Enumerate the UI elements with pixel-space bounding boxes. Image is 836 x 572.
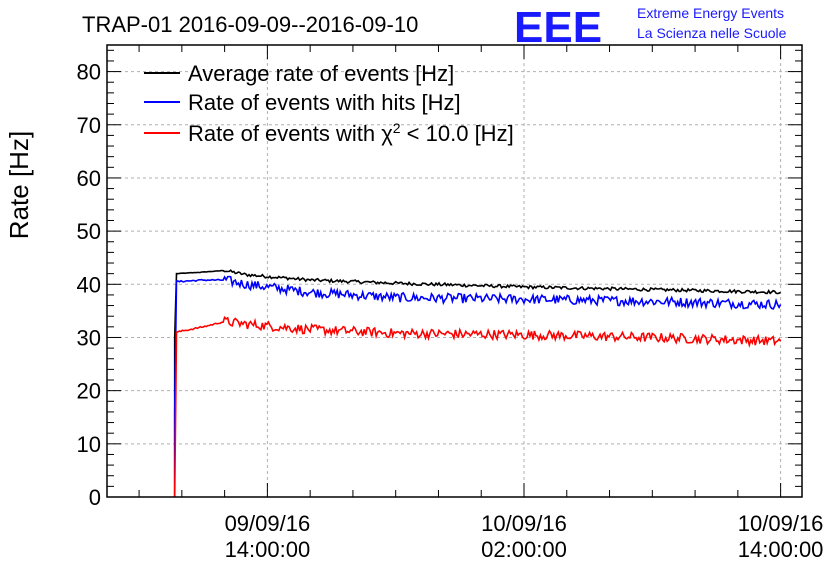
chart-title: TRAP-01 2016-09-09--2016-09-10 <box>82 12 418 37</box>
y-tick-label: 50 <box>77 219 101 244</box>
y-tick-label: 60 <box>77 166 101 191</box>
plot-frame <box>106 44 803 498</box>
series-line-1 <box>173 275 782 497</box>
y-tick-label: 0 <box>89 485 101 510</box>
x-tick-labels: 09/09/1614:00:0010/09/1602:00:0010/09/16… <box>225 511 824 562</box>
legend-chi2-sup: 2 <box>393 120 401 136</box>
eee-logo: EEE Extreme Energy Events La Scienza nel… <box>514 3 787 52</box>
legend: Average rate of events [Hz] Rate of even… <box>144 61 514 146</box>
legend-label-chi2: Rate of events with χ2 < 10.0 [Hz] <box>188 120 514 146</box>
y-tick-labels: 0 10 20 30 40 50 60 70 80 <box>77 60 101 510</box>
logo-line1: Extreme Energy Events <box>637 5 784 21</box>
legend-label-hits: Rate of events with hits [Hz] <box>188 90 461 115</box>
x-tick-label-date: 10/09/16 <box>738 511 824 536</box>
axes-frame <box>106 44 803 498</box>
logo-letters: EEE <box>514 3 602 52</box>
y-tick-label: 80 <box>77 60 101 85</box>
series-layer <box>173 269 782 498</box>
legend-chi2-rest: < 10.0 [Hz] <box>401 121 514 146</box>
x-tick-label-time: 14:00:00 <box>738 537 824 562</box>
y-axis-label: Rate [Hz] <box>4 131 34 239</box>
x-tick-label-time: 02:00:00 <box>481 537 567 562</box>
grid-lines <box>107 45 802 497</box>
logo-line2: La Scienza nelle Scuole <box>637 25 787 41</box>
x-tick-label-time: 14:00:00 <box>225 537 311 562</box>
y-tick-label: 10 <box>77 432 101 457</box>
y-tick-label: 40 <box>77 272 101 297</box>
series-line-2 <box>173 315 782 498</box>
series-line-0 <box>173 269 781 497</box>
legend-label-average: Average rate of events [Hz] <box>188 61 454 86</box>
x-tick-label-date: 09/09/16 <box>225 511 311 536</box>
x-tick-label-date: 10/09/16 <box>481 511 567 536</box>
y-tick-label: 20 <box>77 379 101 404</box>
y-tick-label: 70 <box>77 113 101 138</box>
y-tick-label: 30 <box>77 325 101 350</box>
legend-chi2-main: Rate of events with χ <box>188 121 393 146</box>
